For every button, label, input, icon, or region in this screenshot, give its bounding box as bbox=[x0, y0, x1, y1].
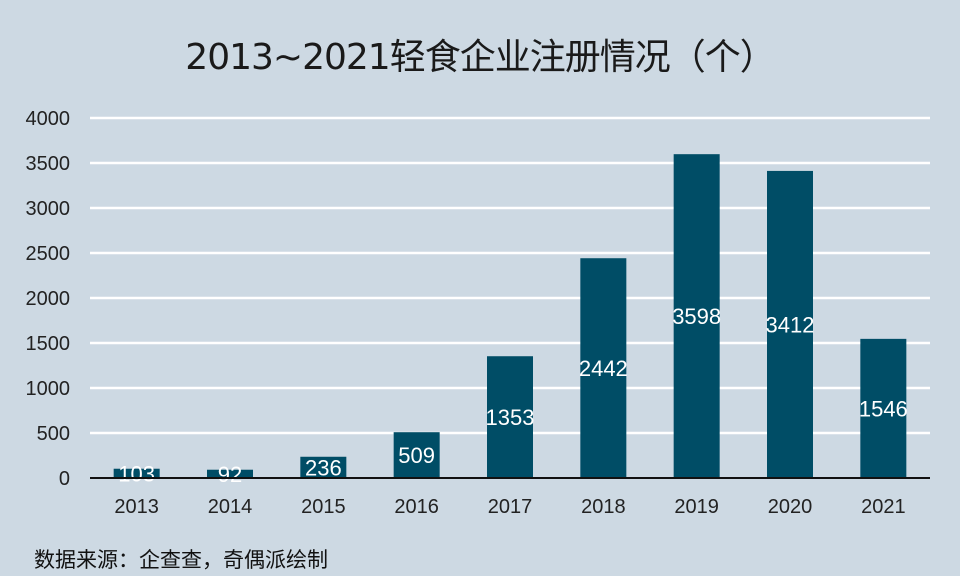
y-tick-label: 2500 bbox=[26, 243, 71, 265]
data-label: 1546 bbox=[859, 396, 908, 421]
data-label: 1353 bbox=[486, 405, 535, 430]
bar-2013 bbox=[113, 468, 160, 478]
chart-title: 2013~2021轻食企业注册情况（个） bbox=[185, 37, 775, 78]
y-tick-label: 0 bbox=[59, 468, 70, 490]
bar-2014 bbox=[207, 469, 253, 478]
data-label: 2442 bbox=[579, 356, 628, 381]
x-tick-label: 2016 bbox=[394, 496, 439, 518]
y-tick-label: 4000 bbox=[26, 108, 71, 130]
x-tick-label: 2019 bbox=[674, 496, 719, 518]
data-label: 236 bbox=[305, 455, 342, 480]
bar-2020 bbox=[767, 170, 813, 479]
y-tick-label: 3500 bbox=[26, 153, 71, 175]
bar-2017 bbox=[487, 356, 533, 478]
source-note: 数据来源：企查查，奇偶派绘制 bbox=[34, 548, 328, 572]
bar-2018 bbox=[580, 258, 627, 478]
data-label: 509 bbox=[398, 443, 435, 468]
x-tick-label: 2018 bbox=[581, 496, 626, 518]
y-tick-label: 2000 bbox=[26, 288, 71, 310]
data-label: 103 bbox=[118, 461, 155, 486]
y-tick-label: 3000 bbox=[26, 198, 71, 220]
y-tick-label: 1000 bbox=[26, 378, 71, 400]
x-tick-label: 2021 bbox=[861, 496, 906, 518]
data-label: 3412 bbox=[766, 312, 815, 337]
data-label: 92 bbox=[218, 462, 242, 487]
bar-2016 bbox=[393, 432, 440, 478]
x-tick-label: 2013 bbox=[114, 496, 159, 518]
bar-2021 bbox=[860, 338, 907, 478]
y-tick-label: 1500 bbox=[26, 333, 71, 355]
x-tick-label: 2015 bbox=[301, 496, 346, 518]
x-tick-label: 2020 bbox=[768, 496, 813, 518]
bar-2019 bbox=[673, 154, 720, 478]
data-label: 3598 bbox=[672, 304, 721, 329]
bar-2015 bbox=[300, 456, 347, 478]
y-tick-label: 500 bbox=[37, 423, 70, 445]
x-tick-label: 2017 bbox=[488, 496, 533, 518]
x-tick-label: 2014 bbox=[208, 496, 253, 518]
